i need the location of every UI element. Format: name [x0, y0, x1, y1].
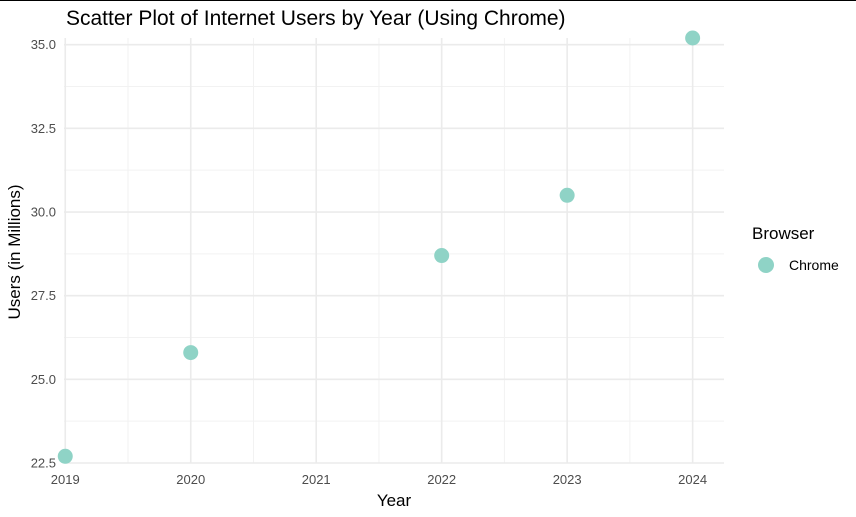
legend-title: Browser	[752, 224, 815, 243]
data-point	[559, 187, 575, 203]
y-tick-label: 30.0	[31, 205, 56, 220]
x-tick-label: 2020	[176, 472, 205, 487]
legend: Browser Chrome	[752, 224, 839, 273]
data-point	[57, 448, 73, 464]
y-tick-labels: 22.5 25.0 27.5 30.0 32.5 35.0	[31, 37, 56, 470]
x-tick-label: 2021	[302, 472, 331, 487]
top-border	[0, 0, 856, 1]
data-points	[57, 30, 701, 464]
y-tick-label: 32.5	[31, 121, 56, 136]
x-tick-label: 2022	[427, 472, 456, 487]
y-tick-label: 27.5	[31, 288, 56, 303]
x-tick-label: 2019	[51, 472, 80, 487]
y-axis-title: Users (in Millions)	[5, 184, 24, 319]
data-point	[685, 30, 701, 46]
legend-key-chrome	[758, 257, 774, 273]
chart-title: Scatter Plot of Internet Users by Year (…	[66, 7, 566, 30]
x-tick-label: 2023	[553, 472, 582, 487]
grid	[64, 38, 724, 464]
data-point	[434, 248, 450, 264]
data-point	[183, 345, 199, 361]
y-tick-label: 35.0	[31, 37, 56, 52]
legend-label-chrome: Chrome	[789, 257, 839, 273]
y-tick-label: 25.0	[31, 372, 56, 387]
y-tick-label: 22.5	[31, 456, 56, 471]
x-axis-title: Year	[377, 491, 412, 510]
x-tick-label: 2024	[678, 472, 707, 487]
x-tick-labels: 2019 2020 2021 2022 2023 2024	[51, 472, 707, 487]
